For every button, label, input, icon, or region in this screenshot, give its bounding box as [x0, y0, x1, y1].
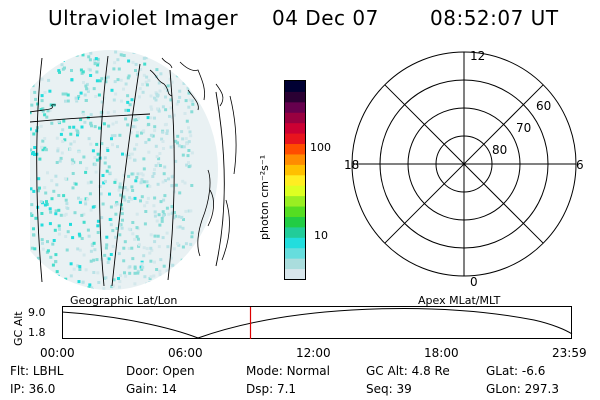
aurora-emission [30, 50, 218, 290]
colorbar-segment [285, 268, 305, 280]
colorbar-segment [285, 153, 305, 165]
param-glat: GLat: -6.6 [486, 364, 546, 378]
colorbar-segment [285, 258, 305, 270]
colorbar-segment [285, 122, 305, 134]
param-mode: Mode: Normal [246, 364, 330, 378]
param-dsp: Dsp: 7.1 [246, 382, 297, 396]
param-gain: Gain: 14 [126, 382, 177, 396]
polar-label-dawn: 6 [576, 158, 584, 172]
earth-image [30, 50, 237, 290]
polar-lat-70: 70 [516, 121, 531, 135]
param-door: Door: Open [126, 364, 195, 378]
polar-label-dusk: 18 [344, 158, 359, 172]
graticule [30, 55, 225, 287]
time-tick-1800: 18:00 [424, 346, 459, 360]
gc-alt-tick-low: 1.8 [28, 326, 46, 339]
colorbar-segment [285, 164, 305, 176]
geo-label: Geographic Lat/Lon [70, 294, 178, 307]
colorbar-segment [285, 91, 305, 103]
gc-alt-axis-label: GC Alt [12, 311, 25, 346]
apex-label: Apex MLat/MLT [418, 294, 501, 307]
colorbar-segment [285, 226, 305, 238]
colorbar-segment [285, 195, 305, 207]
colorbar-unit-label: photon cm⁻²s⁻¹ [258, 154, 271, 240]
colorbar-tick-100: 100 [310, 141, 331, 154]
colorbar-segment [285, 247, 305, 259]
time-tick-0000: 00:00 [40, 346, 75, 360]
colorbar-segment [285, 185, 305, 197]
colorbar-segment [285, 174, 305, 186]
instrument-title: Ultraviolet Imager [48, 6, 239, 30]
colorbar-segment [285, 237, 305, 249]
orbit-timeline [62, 306, 573, 339]
timeline-frame [62, 306, 572, 339]
param-flt: Flt: LBHL [10, 364, 64, 378]
colorbar-segment [285, 101, 305, 113]
polar-plot: 12 0 18 6 60 70 80 [344, 49, 584, 288]
polar-lat-80: 80 [492, 143, 507, 157]
polar-diagonal-2 [384, 84, 544, 244]
colorbar [284, 80, 306, 280]
param-gc-alt: GC Alt: 4.8 Re [366, 364, 450, 378]
colorbar-segment [285, 112, 305, 124]
coastlines [30, 57, 237, 261]
colorbar-segment [285, 133, 305, 145]
time-label: 08:52:07 UT [430, 6, 559, 30]
colorbar-segment [285, 216, 305, 228]
param-ip: IP: 36.0 [10, 382, 56, 396]
time-tick-2359: 23:59 [552, 346, 587, 360]
param-glon: GLon: 297.3 [486, 382, 559, 396]
polar-lat-60: 60 [536, 99, 551, 113]
time-tick-1200: 12:00 [296, 346, 331, 360]
polar-label-noon: 12 [470, 49, 485, 63]
colorbar-tick-10: 10 [314, 229, 328, 242]
altitude-curve [62, 307, 573, 339]
date-label: 04 Dec 07 [272, 6, 379, 30]
time-tick-0600: 06:00 [168, 346, 203, 360]
param-seq: Seq: 39 [366, 382, 412, 396]
gc-alt-tick-high: 9.0 [28, 306, 46, 319]
colorbar-segment [285, 206, 305, 217]
colorbar-segment [285, 143, 305, 155]
colorbar-segment [285, 81, 305, 92]
polar-label-midnight: 0 [470, 275, 478, 288]
